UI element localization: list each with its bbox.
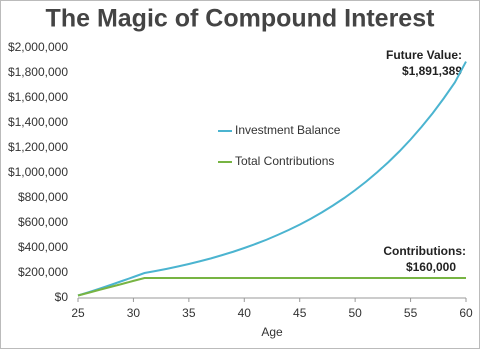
series-line [77, 277, 466, 297]
annotation: $160,000 [406, 260, 456, 274]
y-tick-label: $0 [55, 290, 69, 304]
x-tick-label: 60 [459, 306, 473, 320]
chart-title: The Magic of Compound Interest [46, 5, 436, 33]
x-axis-label: Age [261, 325, 283, 339]
y-tick-label: $1,200,000 [8, 140, 68, 154]
annotation: Contributions: [383, 244, 466, 258]
y-tick-label: $1,600,000 [8, 90, 68, 104]
annotation: Future Value: [386, 48, 462, 62]
x-tick-label: 50 [348, 306, 362, 320]
y-tick-label: $200,000 [18, 265, 68, 279]
annotation: $1,891,389 [402, 64, 462, 78]
x-tick-label: 40 [238, 306, 252, 320]
x-tick-label: 55 [404, 306, 418, 320]
x-tick-label: 30 [127, 306, 141, 320]
y-tick-label: $600,000 [18, 215, 68, 229]
series-line [77, 61, 467, 297]
x-tick-label: 45 [293, 306, 307, 320]
y-tick-label: $1,400,000 [8, 115, 68, 129]
x-tick-label: 35 [182, 306, 196, 320]
y-tick-label: $1,800,000 [8, 65, 68, 79]
y-tick-label: $800,000 [18, 190, 68, 204]
y-tick-label: $2,000,000 [8, 40, 68, 54]
y-tick-label: $1,000,000 [8, 165, 68, 179]
legend-label: Total Contributions [235, 154, 334, 168]
x-tick-label: 25 [71, 306, 85, 320]
legend-label: Investment Balance [235, 123, 341, 137]
y-tick-label: $400,000 [18, 240, 68, 254]
